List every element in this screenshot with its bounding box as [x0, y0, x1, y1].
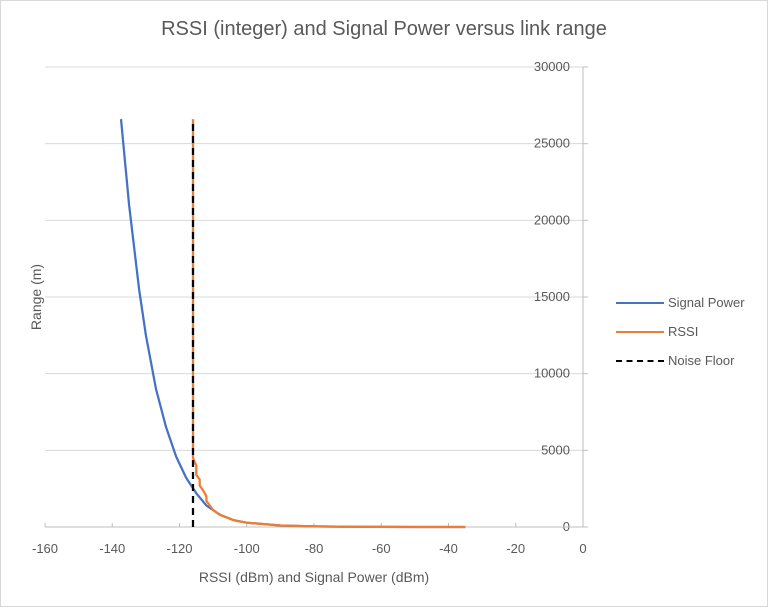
legend-swatch-icon: [616, 301, 664, 304]
x-tick-label: -40: [439, 541, 458, 556]
legend: Signal Power RSSI Noise Floor: [616, 288, 745, 375]
axes: 0 5000 10000 15000 20000 25000 30000 -160 -140 -1…: [32, 59, 588, 556]
legend-label: Noise Floor: [668, 353, 735, 368]
x-tick-label: -80: [305, 541, 324, 556]
legend-label: Signal Power: [668, 295, 745, 310]
x-tick-label: -20: [506, 541, 525, 556]
y-tick-label: 10000: [534, 366, 570, 381]
data-series: [119, 118, 466, 529]
legend-item-noise-floor[interactable]: Noise Floor: [616, 346, 745, 375]
x-axis-title: RSSI (dBm) and Signal Power (dBm): [199, 569, 429, 585]
legend-swatch-icon: [616, 330, 664, 333]
y-tick-label: 5000: [541, 442, 570, 457]
gridlines: [45, 66, 583, 451]
y-tick-label: 25000: [534, 136, 570, 151]
y-tick-label: 20000: [534, 212, 570, 227]
legend-item-signal-power[interactable]: Signal Power: [616, 288, 745, 317]
x-tick-label: 0: [579, 541, 586, 556]
y-tick-label: 15000: [534, 289, 570, 304]
x-tick-label: -140: [99, 541, 125, 556]
legend-item-rssi[interactable]: RSSI: [616, 317, 745, 346]
legend-label: RSSI: [668, 324, 699, 339]
x-tick-label: -160: [32, 541, 58, 556]
x-tick-label: -100: [234, 541, 260, 556]
series-signal-power[interactable]: [119, 118, 466, 529]
x-tick-label: -120: [166, 541, 192, 556]
y-tick-label: 30000: [534, 59, 570, 74]
chart-title: RSSI (integer) and Signal Power versus l…: [161, 18, 607, 40]
y-axis-title: Range (m): [28, 264, 44, 330]
series-rssi[interactable]: [191, 119, 466, 529]
x-tick-label: -60: [372, 541, 391, 556]
legend-swatch-icon: [616, 359, 664, 362]
